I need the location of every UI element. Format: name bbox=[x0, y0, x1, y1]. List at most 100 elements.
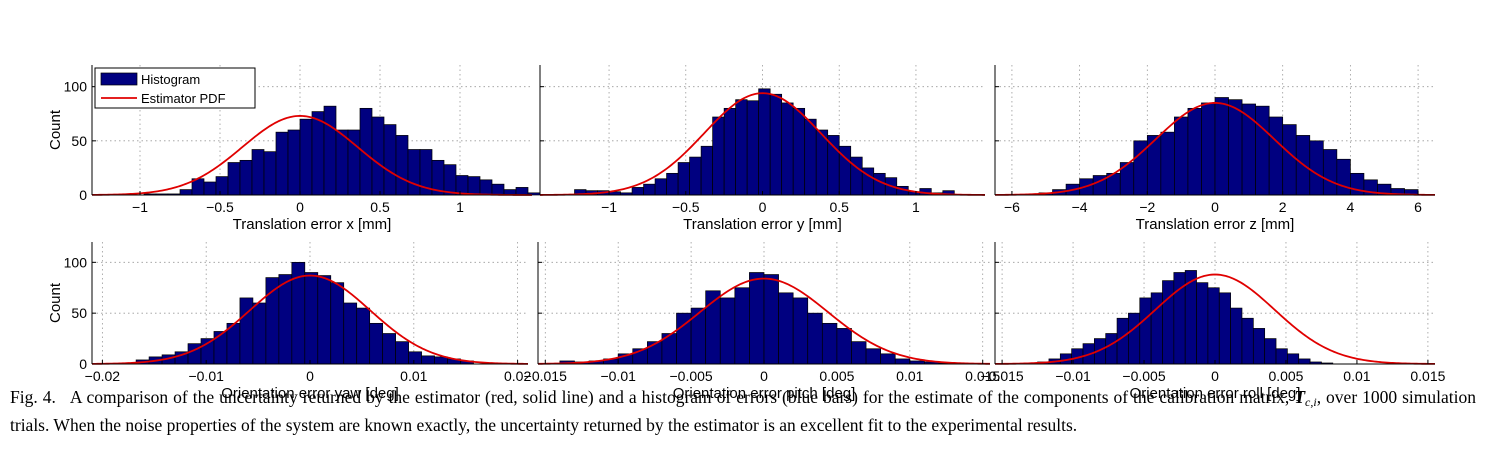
histogram-bar-5-23 bbox=[880, 353, 896, 365]
histogram-bar-4-23 bbox=[408, 351, 422, 365]
estimator-pdf-line-2 bbox=[539, 92, 986, 196]
histogram-bar-1-15 bbox=[311, 111, 325, 196]
x-tick-label-0: −1 bbox=[132, 199, 148, 215]
y-tick-label-2: 100 bbox=[64, 254, 88, 270]
x-tick-label-1: −0.5 bbox=[206, 199, 234, 215]
x-tick-label-6: 0.015 bbox=[1410, 368, 1445, 384]
histogram-bar-4-11 bbox=[252, 302, 267, 365]
y-tick-label-1: 50 bbox=[71, 305, 87, 321]
legend-pdf-label: Estimator PDF bbox=[141, 91, 226, 106]
legend-histogram-label: Histogram bbox=[141, 72, 200, 87]
x-tick-label-3: 0.5 bbox=[370, 199, 390, 215]
histogram-bar-4-16 bbox=[317, 275, 332, 365]
histogram-bar-2-17 bbox=[758, 88, 771, 196]
x-tick-label-5: 0.01 bbox=[896, 368, 923, 384]
histogram-bar-1-9 bbox=[239, 159, 253, 196]
histogram-bar-1-11 bbox=[263, 151, 277, 196]
x-tick-label-1: −0.01 bbox=[600, 368, 636, 384]
histogram-bar-6-10 bbox=[1139, 297, 1152, 365]
histogram-bar-1-30 bbox=[491, 183, 505, 196]
histogram-bar-3-12 bbox=[1187, 107, 1202, 196]
histogram-bar-3-22 bbox=[1322, 149, 1338, 196]
caption-text-after: , over 1000 simulation trials. When the … bbox=[10, 387, 1477, 435]
y-axis-label: Count bbox=[47, 109, 64, 150]
histogram-bar-4-21 bbox=[382, 333, 396, 365]
x-tick-label-4: 1 bbox=[456, 199, 464, 215]
estimator-pdf-line-5 bbox=[537, 277, 991, 365]
histogram-bar-4-15 bbox=[304, 272, 319, 365]
x-tick-label-2: −2 bbox=[1139, 199, 1155, 215]
x-tick-label-2: 0 bbox=[306, 368, 314, 384]
x-tick-label-4: 0.005 bbox=[1268, 368, 1303, 384]
caption-math-subscript: c,i bbox=[1305, 395, 1317, 409]
histogram-bar-3-10 bbox=[1160, 131, 1175, 196]
histogram-bar-4-24 bbox=[421, 355, 435, 365]
x-axis-label: Translation error y [mm] bbox=[683, 216, 842, 233]
histogram-bar-6-11 bbox=[1150, 292, 1163, 365]
histogram-bar-2-9 bbox=[666, 172, 679, 196]
histogram-bar-5-17 bbox=[792, 297, 809, 365]
x-tick-label-5: 0.01 bbox=[1343, 368, 1370, 384]
histogram-bar-5-22 bbox=[865, 348, 881, 365]
histogram-bar-6-17 bbox=[1218, 292, 1231, 365]
histogram-bar-6-7 bbox=[1105, 333, 1118, 365]
x-tick-label-1: −0.01 bbox=[188, 368, 224, 384]
histogram-bar-6-8 bbox=[1116, 317, 1129, 365]
histogram-bar-5-21 bbox=[851, 341, 867, 365]
histogram-bar-3-13 bbox=[1201, 102, 1216, 196]
histogram-bar-1-21 bbox=[383, 124, 397, 196]
x-tick-label-2: −0.005 bbox=[669, 368, 712, 384]
histogram-bar-2-14 bbox=[723, 107, 736, 196]
histogram-bar-6-9 bbox=[1128, 312, 1141, 365]
histogram-bar-5-15 bbox=[763, 274, 779, 365]
histogram-bar-6-24 bbox=[1298, 358, 1311, 365]
histogram-panel-6: −0.015 −0.01 −0.005 0 0.005 0.01 0.015 Orientat… bbox=[980, 242, 1446, 402]
histogram-bar-1-20 bbox=[371, 116, 385, 196]
histogram-bar-2-10 bbox=[677, 162, 690, 196]
histogram-bar-5-24 bbox=[894, 358, 911, 365]
caption-text-before: A comparison of the uncertainty returned… bbox=[69, 387, 1290, 407]
histogram-bar-1-29 bbox=[479, 179, 493, 196]
histogram-bar-1-17 bbox=[335, 129, 349, 196]
histogram-bar-2-13 bbox=[712, 116, 725, 196]
histogram-bar-2-6 bbox=[631, 187, 644, 196]
histogram-panel-5: −0.015 −0.01 −0.005 0 0.005 0.01 0.015 Orientat… bbox=[524, 242, 1000, 402]
histogram-bar-5-20 bbox=[836, 328, 852, 365]
histogram-bar-3-18 bbox=[1268, 116, 1284, 196]
estimator-pdf-line-6 bbox=[994, 273, 1436, 365]
histogram-bar-2-12 bbox=[700, 145, 713, 196]
caption-math-symbol: T bbox=[1294, 387, 1306, 407]
histogram-bar-2-21 bbox=[804, 118, 817, 196]
histogram-bar-3-15 bbox=[1228, 99, 1243, 196]
histogram-bar-2-15 bbox=[735, 99, 748, 196]
x-tick-label-5: 4 bbox=[1346, 199, 1354, 215]
histogram-bar-1-27 bbox=[455, 175, 469, 196]
histogram-bar-1-32 bbox=[515, 187, 529, 196]
x-tick-label-4: 0.02 bbox=[504, 368, 531, 384]
estimator-pdf-line-1 bbox=[91, 115, 533, 196]
histogram-bar-2-8 bbox=[654, 178, 667, 196]
histogram-bar-6-21 bbox=[1264, 338, 1277, 365]
x-axis-label: Orientation error roll [deg] bbox=[1130, 385, 1301, 402]
y-tick-label-0: 0 bbox=[79, 356, 87, 372]
estimator-pdf-line-4 bbox=[91, 274, 529, 365]
histogram-bar-3-14 bbox=[1214, 97, 1229, 196]
histogram-bar-1-28 bbox=[467, 176, 481, 196]
x-tick-label-6: 0.015 bbox=[965, 368, 1000, 384]
histogram-bar-1-13 bbox=[287, 129, 301, 196]
x-axis-label: Translation error x [mm] bbox=[233, 216, 392, 233]
histogram-bar-3-23 bbox=[1336, 158, 1351, 196]
histogram-bar-2-19 bbox=[781, 102, 794, 196]
caption-label: Fig. 4. bbox=[10, 387, 56, 407]
histogram-bar-1-23 bbox=[407, 149, 421, 196]
histogram-bar-2-27 bbox=[873, 172, 886, 196]
histogram-bar-2-7 bbox=[643, 183, 656, 196]
histogram-bar-6-16 bbox=[1207, 287, 1220, 365]
histogram-bar-5-12 bbox=[719, 297, 736, 365]
histogram-bar-1-6 bbox=[203, 181, 217, 196]
histogram-bar-5-18 bbox=[807, 312, 823, 365]
histogram-bar-4-20 bbox=[369, 322, 384, 365]
x-tick-label-2: −0.005 bbox=[1122, 368, 1165, 384]
histogram-bar-3-19 bbox=[1282, 124, 1297, 196]
